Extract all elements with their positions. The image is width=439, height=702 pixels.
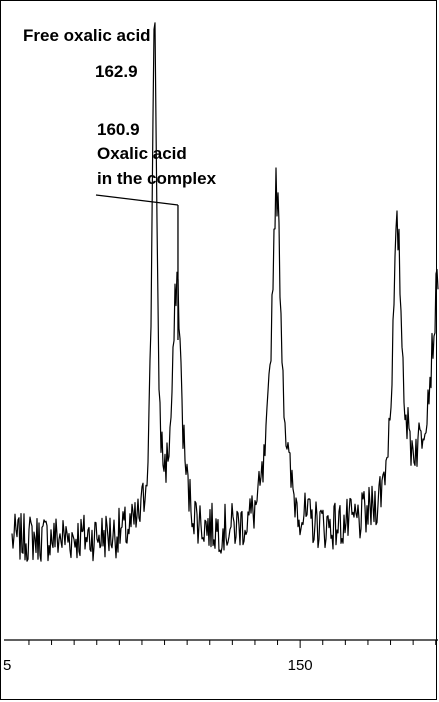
x-axis-ticks bbox=[28, 640, 437, 648]
annotation-in-the-complex: in the complex bbox=[97, 169, 217, 188]
x-tick-label-edge: 5 bbox=[3, 657, 12, 674]
annotation-peak-160-9: 160.9 bbox=[97, 120, 140, 139]
annotation-leader-line bbox=[95, 194, 179, 206]
annotation-free-oxalic-acid: Free oxalic acid bbox=[23, 26, 151, 45]
annotation-peak-162-9: 162.9 bbox=[95, 62, 138, 81]
x-tick-label-150: 150 bbox=[287, 657, 313, 674]
annotation-oxalic-acid: Oxalic acid bbox=[97, 144, 187, 163]
spectrum-line bbox=[11, 22, 439, 562]
